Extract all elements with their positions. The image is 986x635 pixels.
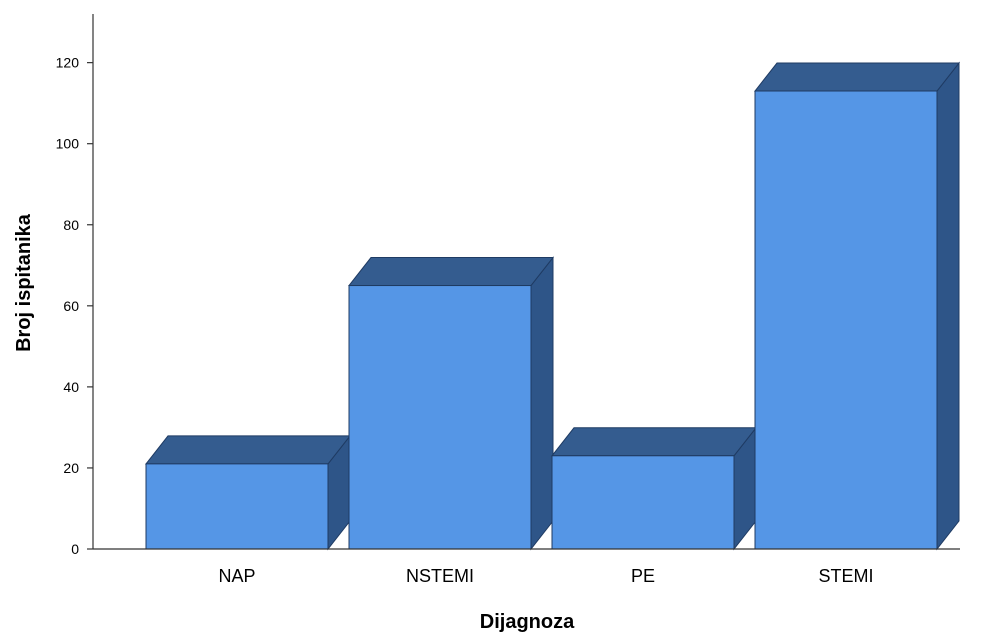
bar-pe [550, 426, 758, 551]
bar-front-face [348, 285, 532, 550]
x-category-label: NSTEMI [406, 566, 474, 586]
x-axis-title: Dijagnoza [480, 611, 575, 633]
bar-top-face [347, 257, 555, 287]
y-axis-title: Broj ispitanika [13, 213, 35, 352]
bar-top-face [753, 62, 961, 92]
bar-front-face [551, 455, 735, 550]
bar-top-face [550, 427, 758, 457]
y-tick-label: 60 [63, 298, 79, 314]
x-category-label: STEMI [818, 566, 873, 586]
y-tick-label: 20 [63, 460, 79, 476]
bar-stemi [753, 61, 961, 551]
axis-layer [92, 14, 960, 550]
y-tick-label: 0 [71, 541, 79, 557]
bar-side-face [530, 256, 554, 551]
y-tick-label: 40 [63, 379, 79, 395]
y-tick-label: 100 [56, 136, 80, 152]
bar-front-face [754, 90, 938, 550]
x-category-label: NAP [218, 566, 255, 586]
x-category-label: PE [631, 566, 655, 586]
bar-nap [144, 434, 352, 551]
y-ticks: 0 20 40 60 80 100 120 [56, 55, 93, 557]
bars-layer [144, 61, 961, 551]
bar-nstemi [347, 256, 555, 551]
y-tick-label: 120 [56, 55, 80, 71]
y-tick-label: 80 [63, 217, 79, 233]
bar-front-face [145, 463, 329, 550]
bar-side-face [936, 61, 960, 551]
x-category-labels: NAP NSTEMI PE STEMI [218, 566, 873, 586]
bar-top-face [144, 435, 352, 465]
